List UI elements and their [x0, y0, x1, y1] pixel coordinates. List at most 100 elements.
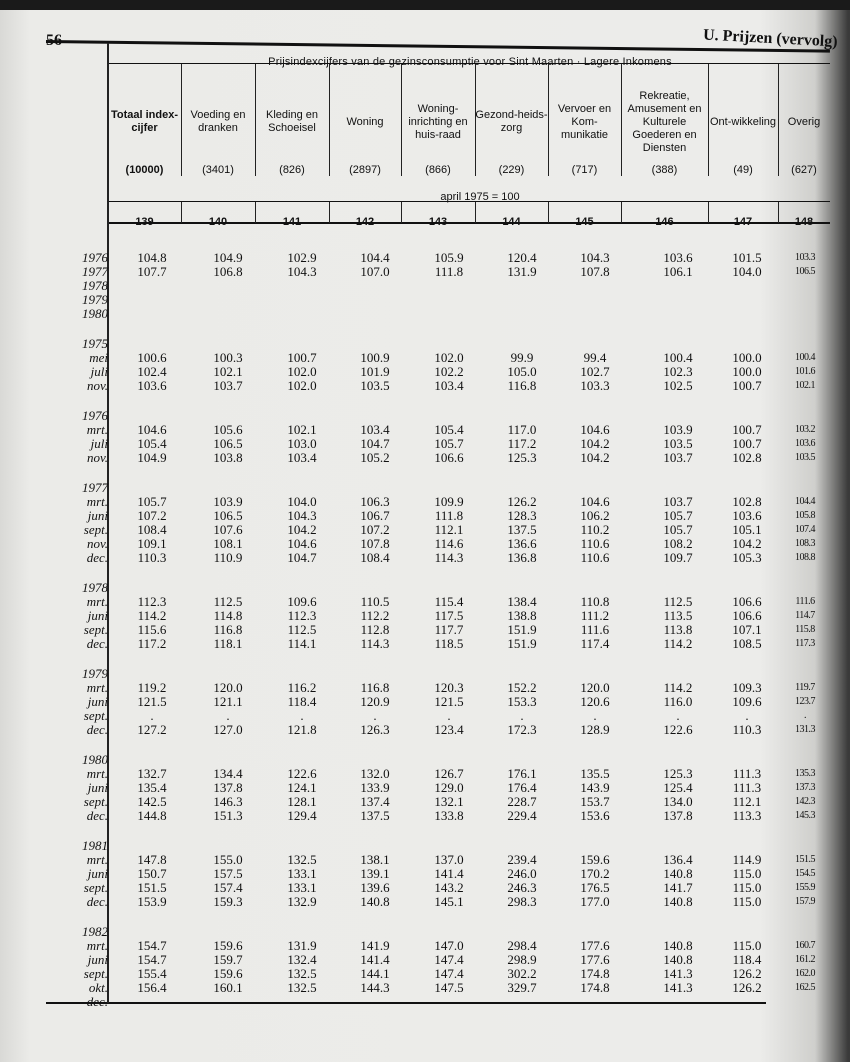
- table-cell: 176.5: [580, 880, 610, 895]
- table-cell: 120.4: [507, 250, 537, 265]
- table-cell: 106.5: [213, 436, 243, 451]
- table-cell: 160.1: [213, 980, 243, 995]
- table-cell: 105.7: [137, 494, 167, 509]
- table-cell: 112.3: [137, 594, 167, 609]
- table-row: nov. 109.1 108.1 104.6 107.8 114.6 136.6 110.6 1…: [0, 537, 850, 551]
- table-cell: 112.8: [360, 622, 390, 637]
- column-header: Kleding en Schoeisel: [266, 109, 318, 134]
- table-cell: 105.9: [434, 250, 464, 265]
- table-cell: 154.7: [137, 952, 167, 967]
- table-cell: 132.7: [137, 766, 167, 781]
- table-cell: .: [745, 708, 749, 723]
- table-cell: 102.9: [287, 250, 317, 265]
- year-group: 1980 mrt. 132.7 134.4 122.6 132.0 126.7 176.1 13…: [0, 753, 850, 823]
- table-cell: 108.5: [732, 636, 762, 651]
- table-cell: 151.3: [213, 808, 243, 823]
- table-cell: 104.3: [287, 264, 317, 279]
- row-label: juni: [87, 866, 108, 881]
- column-divider: [621, 202, 622, 223]
- table-cell: 126.3: [360, 722, 390, 737]
- table-cell: 101.6: [795, 366, 816, 377]
- row-label: mrt.: [86, 422, 108, 437]
- table-cell: 177.6: [580, 938, 610, 953]
- group-year-label: 1981: [82, 838, 108, 853]
- table-cell: 104.9: [137, 450, 167, 465]
- column-weight: (229): [498, 164, 525, 176]
- table-cell: 129.4: [287, 808, 317, 823]
- table-cell: 109.1: [137, 536, 167, 551]
- table-cell: 141.3: [663, 980, 693, 995]
- column-header: Rekreatie, Amusement en Kulturele Goeder…: [627, 89, 702, 154]
- column-divider: [708, 64, 709, 176]
- year-group: 1981 mrt. 147.8 155.0 132.5 138.1 137.0 239.4 15…: [0, 839, 850, 909]
- table-cell: 106.7: [360, 508, 390, 523]
- table-cell: 125.4: [663, 780, 693, 795]
- table-cell: 120.0: [580, 680, 610, 695]
- table-row: mrt. 132.7 134.4 122.6 132.0 126.7 176.1 135.5 1…: [0, 767, 850, 781]
- table-cell: 103.2: [795, 424, 816, 435]
- table-cell: 144.8: [137, 808, 167, 823]
- table-row: 1977 107.7 106.8 104.3 107.0 111.8 131.9 107.8 1…: [0, 265, 850, 279]
- table-cell: 159.7: [213, 952, 243, 967]
- table-cell: 176.1: [507, 766, 537, 781]
- table-cell: 117.3: [795, 638, 815, 649]
- column-divider: [401, 64, 402, 176]
- table-cell: 239.4: [507, 852, 537, 867]
- table-row: juni 107.2 106.5 104.3 106.7 111.8 128.3 106.2 1…: [0, 509, 850, 523]
- row-label: 1980: [82, 306, 108, 321]
- table-row: dec. 117.2 118.1 114.1 114.3 118.5 151.9 117.4 1…: [0, 637, 850, 651]
- table-cell: 162.0: [795, 968, 816, 979]
- table-cell: 119.7: [795, 682, 815, 693]
- row-label: juni: [87, 780, 108, 795]
- table-cell: 100.0: [732, 350, 762, 365]
- table-cell: .: [447, 708, 451, 723]
- table-cell: 118.5: [434, 636, 464, 651]
- table-cell: 111.6: [795, 596, 815, 607]
- table-cell: 162.5: [795, 982, 816, 993]
- column-divider: [329, 202, 330, 223]
- table-cell: 141.4: [434, 866, 464, 881]
- table-cell: 159.6: [213, 966, 243, 981]
- table-cell: 136.6: [507, 536, 537, 551]
- table-cell: 102.0: [287, 378, 317, 393]
- table-cell: 100.7: [732, 436, 762, 451]
- table-cell: 140.8: [360, 894, 390, 909]
- table-cell: 111.2: [580, 608, 610, 623]
- table-cell: 126.2: [507, 494, 537, 509]
- table-cell: 104.7: [360, 436, 390, 451]
- table-row: sept. 115.6 116.8 112.5 112.8 117.7 151.9 111.6…: [0, 623, 850, 637]
- table-cell: 131.3: [795, 724, 816, 735]
- table-cell: 116.8: [507, 378, 537, 393]
- table-cell: 120.3: [434, 680, 464, 695]
- table-cell: 112.5: [213, 594, 243, 609]
- table-cell: 153.7: [580, 794, 610, 809]
- row-label: okt.: [88, 980, 108, 995]
- table-cell: 137.5: [507, 522, 537, 537]
- table-cell: 144.1: [360, 966, 390, 981]
- table-cell: 105.8: [795, 510, 816, 521]
- table-row: sept. 151.5 157.4 133.1 139.6 143.2 246.3 176.5…: [0, 881, 850, 895]
- table-cell: 105.6: [213, 422, 243, 437]
- table-cell: 123.4: [434, 722, 464, 737]
- column-divider: [255, 202, 256, 223]
- table-cell: 139.6: [360, 880, 390, 895]
- table-cell: 145.1: [434, 894, 464, 909]
- table-cell: 132.5: [287, 966, 317, 981]
- table-cell: 106.8: [213, 264, 243, 279]
- table-row: dec. 110.3 110.9 104.7 108.4 114.3 136.8 110.6 1…: [0, 551, 850, 565]
- table-cell: 116.2: [287, 680, 317, 695]
- row-label: mrt.: [86, 594, 108, 609]
- row-label: juli: [90, 436, 108, 451]
- table-cell: 105.3: [732, 550, 762, 565]
- table-cell: 101.5: [732, 250, 762, 265]
- table-row: nov. 103.6 103.7 102.0 103.5 103.4 116.8 103.3 1…: [0, 379, 850, 393]
- table-cell: 137.8: [663, 808, 693, 823]
- column-divider: [621, 64, 622, 176]
- table-cell: 150.7: [137, 866, 167, 881]
- row-label: mrt.: [86, 852, 108, 867]
- table-cell: 135.5: [580, 766, 610, 781]
- table-cell: 103.5: [360, 378, 390, 393]
- table-cell: 110.2: [580, 522, 610, 537]
- table-cell: 115.0: [732, 866, 762, 881]
- table-cell: 104.6: [137, 422, 167, 437]
